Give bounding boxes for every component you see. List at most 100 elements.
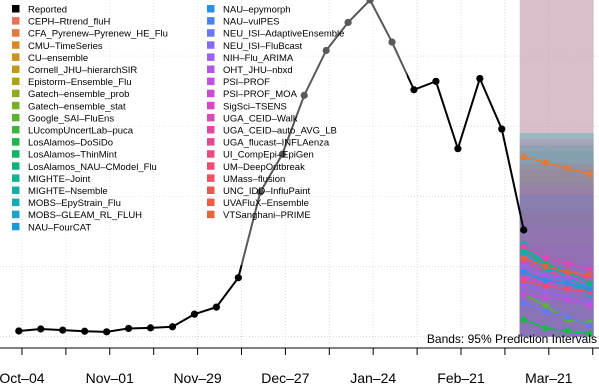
legend-label: Gatech–ensemble_prob bbox=[28, 89, 129, 100]
forecast-point bbox=[542, 294, 549, 301]
reported-point bbox=[81, 327, 89, 335]
forecast-line bbox=[523, 319, 590, 335]
legend-label: LosAlamos_NAU–CModel_Flu bbox=[28, 162, 157, 173]
legend-swatch bbox=[12, 53, 20, 61]
forecast-point bbox=[520, 254, 527, 262]
forecast-line bbox=[523, 293, 590, 307]
forecast-point bbox=[542, 288, 549, 295]
forecast-point bbox=[542, 302, 549, 309]
legend-label: UVAFluX–Ensemble bbox=[223, 198, 309, 209]
reported-point bbox=[344, 18, 352, 27]
forecast-point bbox=[542, 308, 549, 315]
legend: ReportedCEPH–Rtrend_fluHCFA_Pyrenew–Pyre… bbox=[0, 0, 407, 265]
forecast-line bbox=[523, 285, 590, 304]
legend-label: NEU_ISI–AdaptiveEnsemble bbox=[223, 29, 344, 40]
legend-label: UGA_CEID–auto_AVG_LB bbox=[223, 126, 337, 137]
legend-label: UGA_CEID–Walk bbox=[223, 113, 298, 124]
legend-label: CFA_Pyrenew–Pyrenew_HE_Flu bbox=[28, 29, 168, 40]
forecast-point bbox=[586, 322, 593, 329]
forecast-point bbox=[564, 285, 571, 293]
x-tick-label: Jan–24 bbox=[350, 370, 396, 386]
legend-swatch bbox=[12, 150, 20, 158]
legend-label: MOBS–GLEAM_RL_FLUH bbox=[28, 210, 142, 221]
forecast-point bbox=[586, 271, 593, 279]
legend-swatch bbox=[12, 210, 20, 219]
forecast-point bbox=[520, 291, 527, 298]
x-tick-label: Feb–21 bbox=[437, 370, 485, 386]
reported-point bbox=[146, 324, 155, 332]
legend-label: Reported bbox=[28, 5, 67, 16]
legend-swatch bbox=[207, 77, 215, 86]
reported-point bbox=[190, 310, 199, 318]
legend-label: VTSanghani–PRIME bbox=[223, 210, 311, 221]
legend-swatch bbox=[207, 162, 215, 170]
x-tick-label: Oct–04 bbox=[0, 370, 45, 386]
forecast-point bbox=[520, 243, 527, 251]
legend-label: UI_CompEpi–EpiGen bbox=[223, 150, 314, 161]
legend-label: LUcompUncertLab–puca bbox=[28, 126, 134, 137]
forecast-point bbox=[586, 170, 593, 178]
forecast-point bbox=[520, 299, 527, 307]
legend-swatch bbox=[12, 198, 20, 207]
legend-label: Google_SAI–FluEns bbox=[28, 113, 114, 124]
forecast-point bbox=[520, 268, 527, 276]
legend-swatch bbox=[12, 65, 20, 73]
forecast-line bbox=[523, 279, 590, 293]
forecast-line bbox=[523, 156, 590, 175]
legend-swatch bbox=[12, 174, 20, 182]
forecast-point bbox=[586, 285, 593, 293]
legend-swatch bbox=[207, 65, 215, 73]
reported-point bbox=[212, 303, 220, 311]
forecast-point bbox=[542, 324, 549, 332]
legend-swatch bbox=[12, 41, 20, 49]
legend-swatch bbox=[12, 101, 20, 110]
legend-label: LosAlamos–DoSiDo bbox=[28, 138, 113, 149]
forecast-point bbox=[564, 274, 571, 281]
legend-swatch bbox=[207, 150, 215, 158]
legend-swatch bbox=[12, 89, 20, 98]
legend-label: NAU–vulPES bbox=[223, 17, 280, 28]
x-tick-label: Mar–21 bbox=[525, 370, 573, 386]
forecast-line bbox=[523, 271, 590, 290]
legend-swatch bbox=[207, 138, 215, 146]
reported-line bbox=[18, 0, 525, 333]
legend-swatch bbox=[207, 17, 215, 25]
legend-label: Gatech–ensemble_stat bbox=[28, 101, 126, 112]
series-band bbox=[519, 145, 594, 337]
legend-swatch bbox=[12, 77, 20, 86]
reported-point bbox=[476, 74, 484, 83]
x-tick-label: Dec–27 bbox=[261, 370, 309, 386]
series-band bbox=[519, 225, 594, 337]
forecast-point bbox=[564, 313, 571, 321]
legend-label: SigSci–TSENS bbox=[223, 101, 287, 112]
reported-point bbox=[498, 125, 506, 133]
legend-swatch bbox=[12, 5, 20, 13]
reported-point bbox=[388, 38, 396, 46]
forecast-point bbox=[542, 254, 549, 262]
legend-label: PSI–PROF_MOA bbox=[223, 89, 298, 100]
forecast-point bbox=[564, 260, 571, 267]
forecast-point bbox=[586, 266, 593, 273]
reported-point bbox=[300, 91, 308, 99]
legend-label: NIH–Flu_ARIMA bbox=[223, 53, 294, 64]
forecast-point bbox=[542, 263, 549, 270]
series-band bbox=[519, 169, 594, 337]
legend-label: NAU–epymorph bbox=[223, 5, 291, 16]
legend-swatch bbox=[12, 126, 20, 134]
reported-point bbox=[103, 328, 111, 336]
forecast-point bbox=[564, 327, 571, 335]
forecast-point bbox=[520, 153, 527, 161]
forecast-lines bbox=[520, 153, 593, 337]
legend-label: LosAlamos–ThinMint bbox=[28, 150, 117, 161]
reported-point bbox=[366, 0, 374, 4]
legend-swatch bbox=[12, 162, 20, 170]
legend-swatch bbox=[12, 138, 20, 146]
x-tick-label: Nov–29 bbox=[173, 370, 221, 386]
legend-label: UNC_IDD–InfluPaint bbox=[223, 186, 310, 197]
legend-swatch bbox=[207, 126, 215, 134]
legend-swatch bbox=[207, 5, 215, 13]
legend-label: CU–ensemble bbox=[28, 53, 88, 64]
forecast-line bbox=[523, 248, 590, 285]
legend-label: UMass–flusion bbox=[223, 174, 285, 185]
